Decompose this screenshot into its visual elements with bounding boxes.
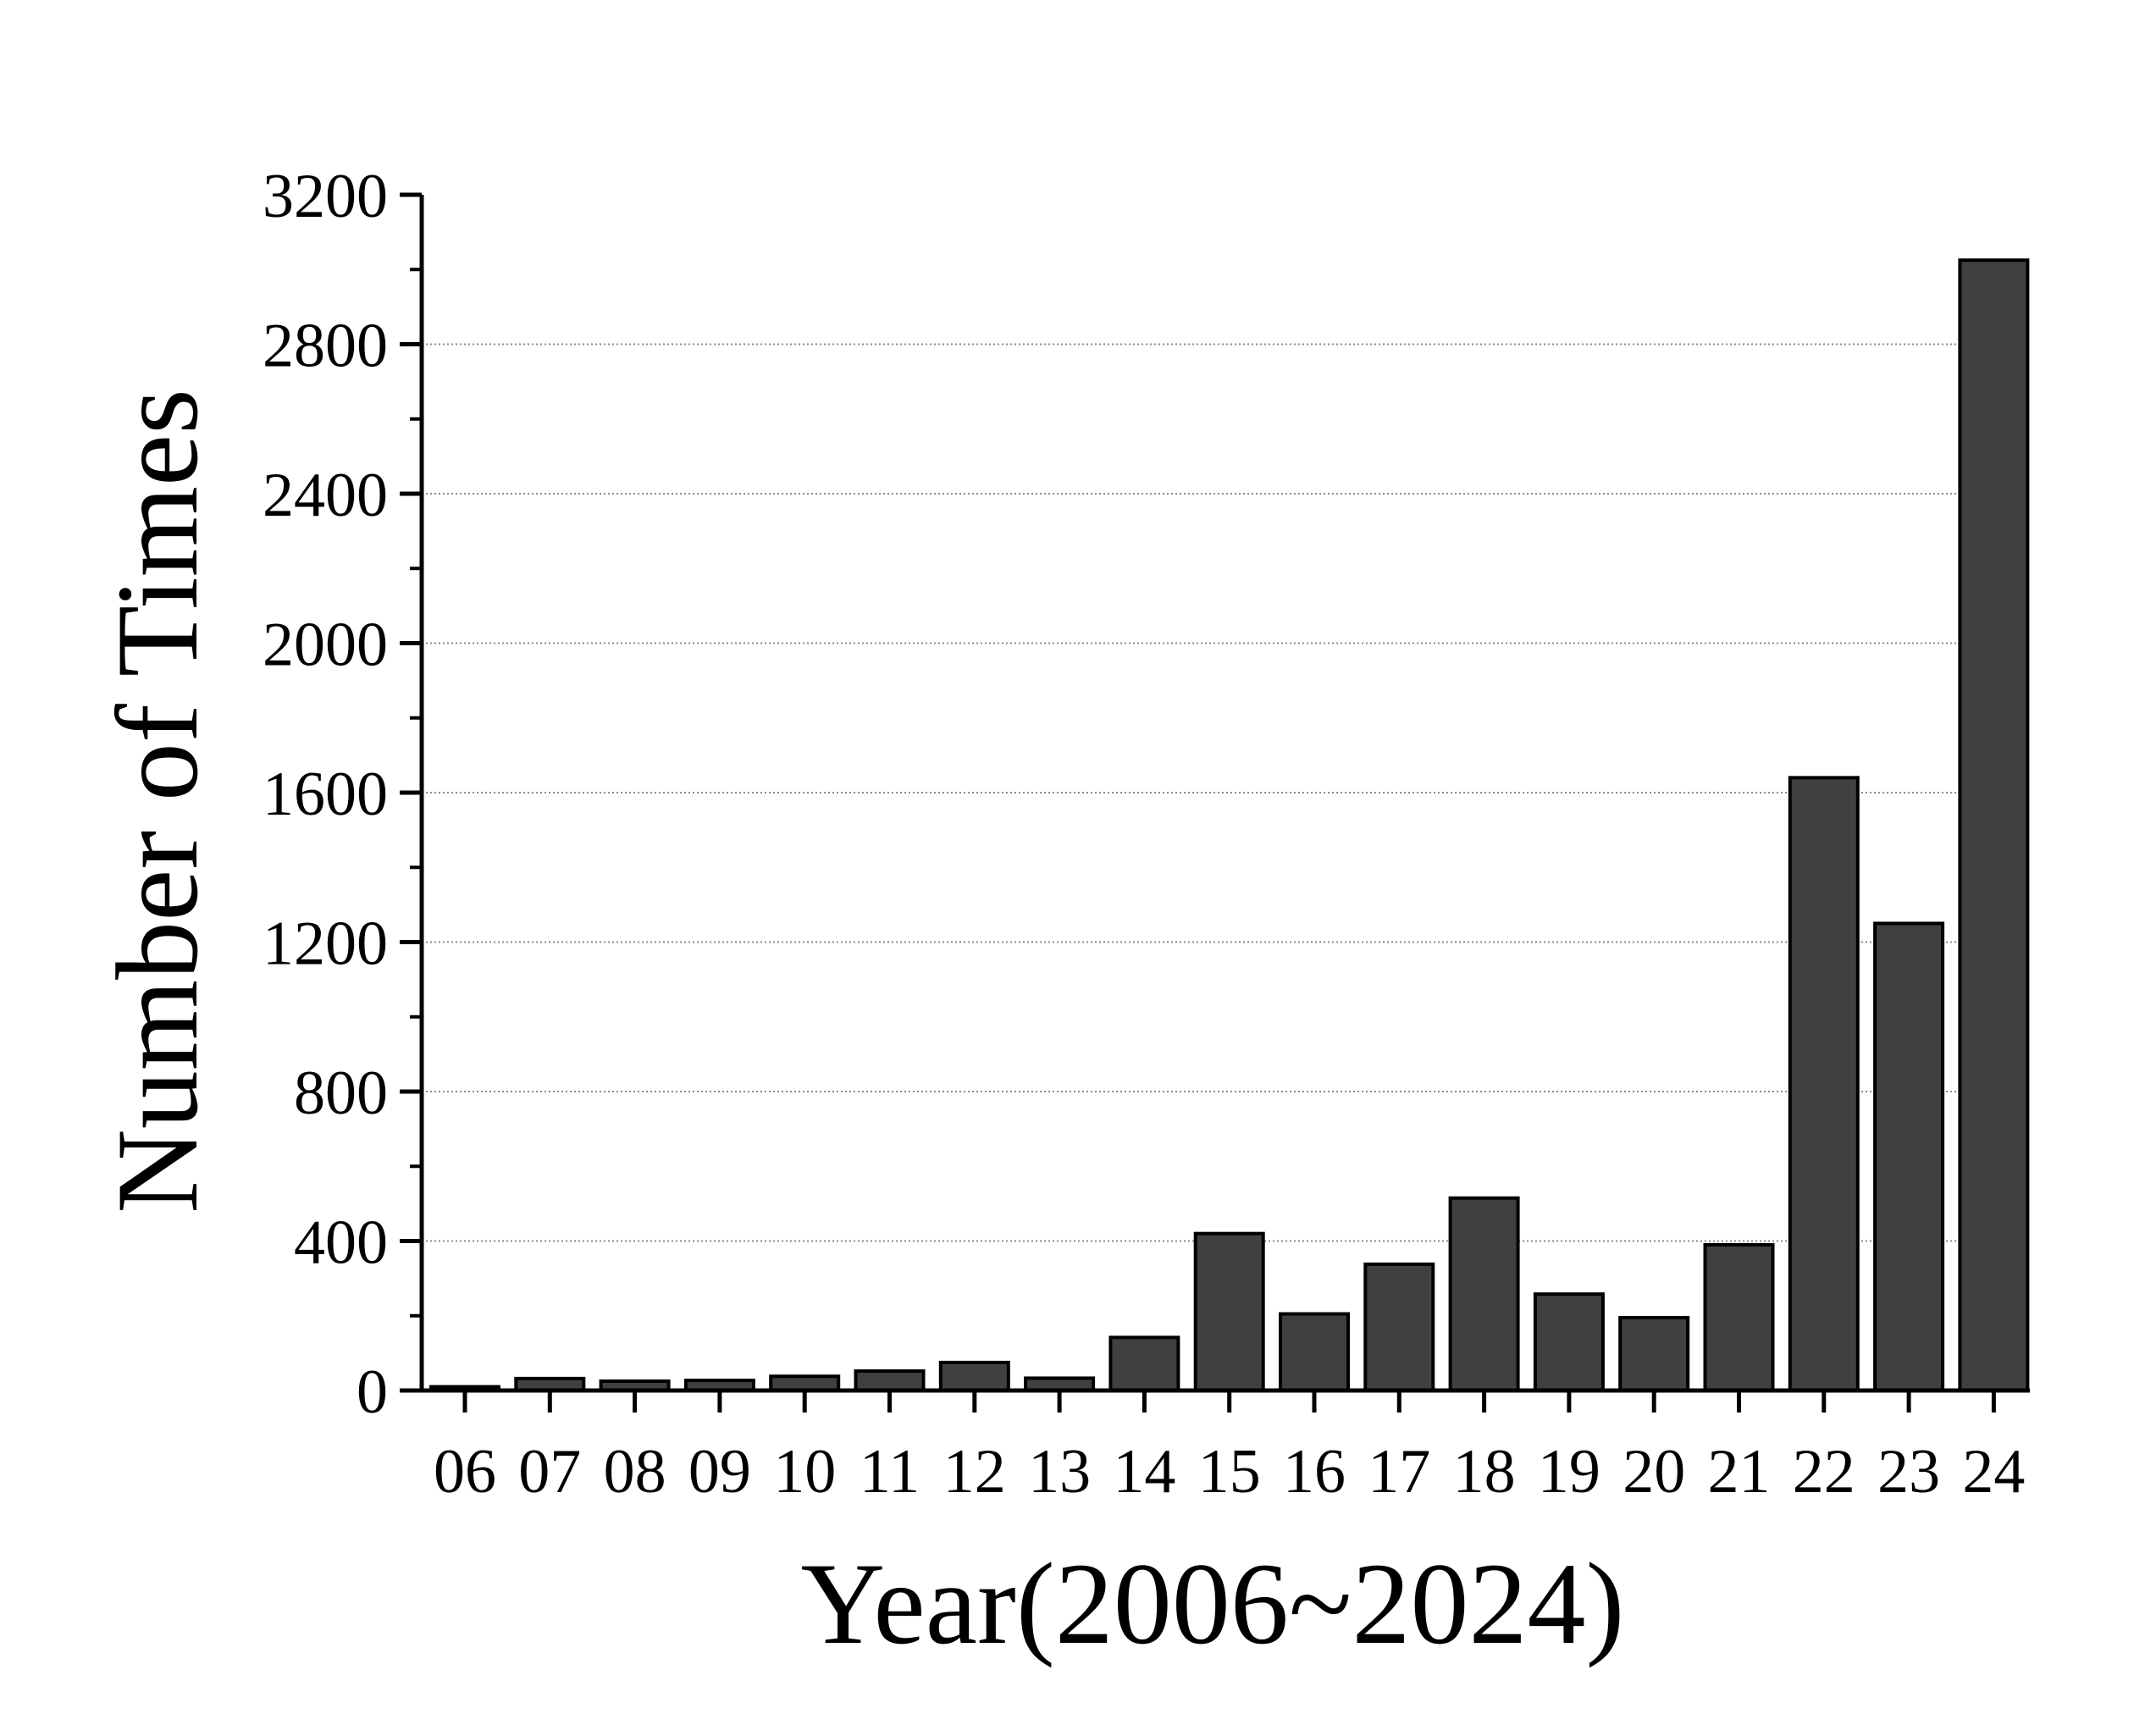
x-tick-label: 19 — [1538, 1437, 1600, 1507]
x-tick-label: 22 — [1793, 1437, 1855, 1507]
x-tick-label: 20 — [1623, 1437, 1685, 1507]
bar-15 — [1193, 1231, 1265, 1393]
bar-23 — [1873, 921, 1945, 1392]
x-tick-label: 06 — [434, 1437, 496, 1507]
y-tick-label: 1600 — [263, 760, 388, 829]
x-tick-label: 15 — [1198, 1437, 1261, 1507]
bars — [429, 258, 2030, 1393]
x-axis-title: Year(2006~2024) — [801, 1539, 1625, 1668]
x-tick-label: 21 — [1708, 1437, 1771, 1507]
y-tick-label: 3200 — [263, 162, 388, 231]
x-tick-label: 08 — [604, 1437, 666, 1507]
bar-12 — [938, 1360, 1010, 1392]
bar-17 — [1363, 1262, 1435, 1393]
y-tick-label: 2400 — [263, 461, 388, 530]
bar-16 — [1279, 1312, 1350, 1392]
y-tick-label: 2800 — [263, 312, 388, 381]
y-tick-label: 400 — [294, 1208, 388, 1278]
x-tick-label: 12 — [943, 1437, 1006, 1507]
x-tick-label: 13 — [1028, 1437, 1091, 1507]
bar-20 — [1618, 1315, 1690, 1393]
grid-lines — [422, 343, 2030, 1242]
y-axis-title: Number of Times — [92, 389, 222, 1214]
y-tick-label: 2000 — [263, 611, 388, 680]
bar-10 — [769, 1374, 841, 1393]
y-axis-ticks: 0 400 800 1200 1600 2000 2400 2800 3200 — [263, 162, 422, 1427]
bar-21 — [1703, 1242, 1775, 1392]
y-tick-label: 0 — [357, 1357, 388, 1427]
x-axis-ticks: 06 07 08 09 10 11 12 13 14 15 16 17 18 19 20 21 22 23 24 — [434, 1390, 2025, 1507]
x-tick-label: 16 — [1283, 1437, 1346, 1507]
bar-24 — [1958, 258, 2030, 1392]
x-tick-label: 23 — [1877, 1437, 1940, 1507]
x-tick-label: 11 — [860, 1437, 920, 1507]
y-tick-label: 800 — [294, 1059, 388, 1128]
x-tick-label: 24 — [1962, 1437, 2025, 1507]
bar-11 — [854, 1369, 926, 1393]
bar-18 — [1448, 1196, 1520, 1392]
x-tick-label: 17 — [1368, 1437, 1430, 1507]
y-tick-label: 1200 — [263, 909, 388, 979]
x-tick-label: 07 — [518, 1437, 581, 1507]
x-tick-label: 09 — [688, 1437, 751, 1507]
bar-14 — [1108, 1335, 1180, 1393]
bar-22 — [1788, 776, 1860, 1392]
x-tick-label: 18 — [1453, 1437, 1516, 1507]
x-tick-label: 10 — [773, 1437, 836, 1507]
x-tick-label: 14 — [1113, 1437, 1175, 1507]
bar-19 — [1533, 1292, 1605, 1392]
